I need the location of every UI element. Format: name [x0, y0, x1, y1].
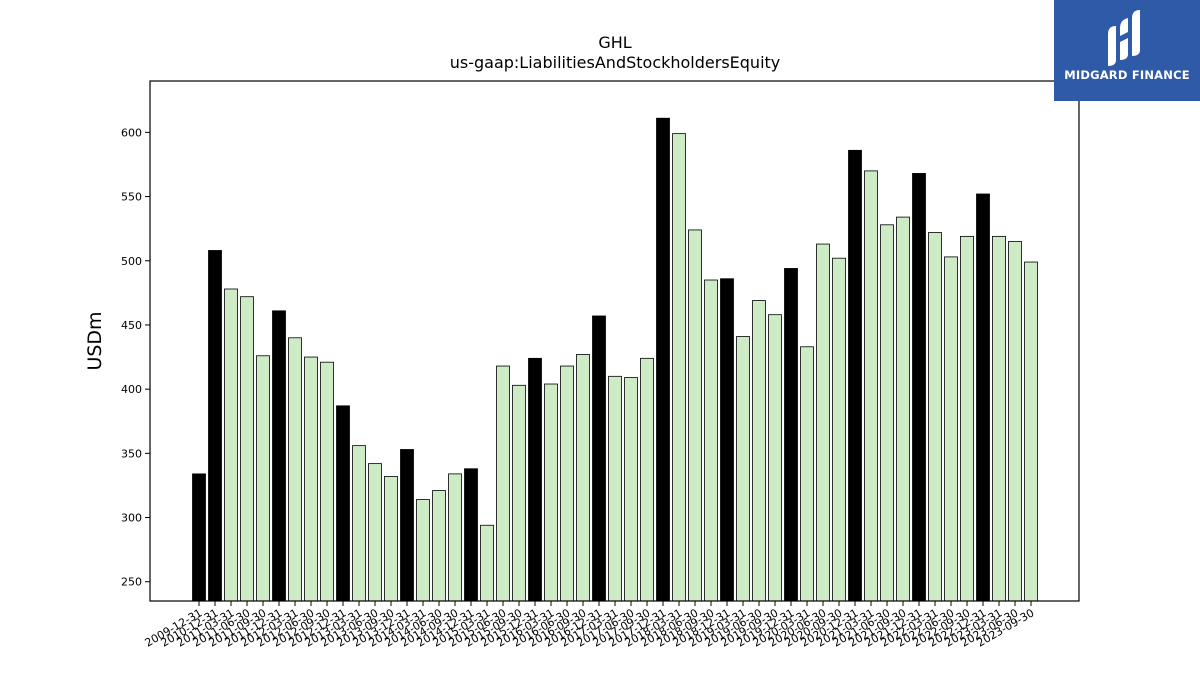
bar-2012-03-31 [288, 337, 302, 602]
logo-text: MIDGARD FINANCE [1064, 68, 1190, 82]
bar-2012-09-30 [320, 361, 334, 602]
bar-2019-03-31 [736, 336, 750, 602]
bars-group [192, 117, 1038, 602]
bar-2022-06-30 [944, 256, 958, 602]
bar-2020-06-30 [816, 243, 830, 602]
bar-2017-03-31 [608, 375, 622, 602]
bar-2022-09-30 [960, 235, 974, 602]
bar-2011-06-30 [240, 296, 254, 602]
y-tick-label: 250 [121, 576, 142, 589]
bar-2022-03-31 [928, 232, 942, 602]
bar-2022-12-31 [976, 193, 990, 602]
x-axis: 2009-12-312010-12-312011-03-312011-06-30… [143, 601, 1037, 650]
bar-2017-12-31 [656, 117, 670, 602]
bar-2016-06-30 [560, 365, 574, 602]
y-tick-label: 400 [121, 383, 142, 396]
bar-2019-09-30 [768, 314, 782, 602]
bar-2016-09-30 [576, 354, 590, 602]
plot-frame [149, 80, 1080, 602]
chart-title: GHL [598, 33, 631, 52]
y-tick-label: 550 [121, 191, 142, 204]
bar-2011-03-31 [224, 288, 238, 602]
bar-2013-09-30 [384, 476, 398, 602]
bar-2012-06-30 [304, 356, 318, 602]
bar-2014-09-30 [448, 473, 462, 602]
y-tick-label: 300 [121, 512, 142, 525]
bar-2014-03-31 [416, 499, 430, 602]
bar-2013-12-31 [400, 449, 414, 602]
bar-2011-12-31 [272, 310, 286, 602]
bar-2016-03-31 [544, 383, 558, 602]
bar-2020-12-31 [848, 149, 862, 602]
bar-2014-12-31 [464, 468, 478, 602]
bar-2021-12-31 [912, 173, 926, 602]
bar-2013-03-31 [352, 445, 366, 602]
bar-2014-06-30 [432, 490, 446, 602]
bar-2015-12-31 [528, 357, 542, 602]
bar-2018-06-30 [688, 229, 702, 602]
bar-2009-12-31 [192, 473, 206, 602]
bar-2017-09-30 [640, 357, 654, 602]
bar-2017-06-30 [624, 377, 638, 602]
y-tick-label: 600 [121, 126, 142, 139]
bar-2018-12-31 [720, 278, 734, 602]
bar-2023-03-31 [992, 235, 1006, 602]
y-axis: 250 300 350 400 450 500 550 600 [121, 126, 150, 589]
bar-2016-12-31 [592, 315, 606, 602]
bar-2019-12-31 [784, 268, 798, 602]
bar-2019-06-30 [752, 300, 766, 602]
bar-2015-09-30 [512, 384, 526, 602]
bar-2018-03-31 [672, 133, 686, 602]
midgard-m-logo-icon [1108, 10, 1140, 66]
chart-subtitle: us-gaap:LiabilitiesAndStockholdersEquity [450, 53, 781, 72]
bar-2021-03-31 [864, 170, 878, 602]
bar-2021-09-30 [896, 216, 910, 602]
bar-2010-12-31 [208, 250, 222, 602]
bar-2021-06-30 [880, 224, 894, 602]
bar-2020-03-31 [800, 346, 814, 602]
y-tick-label: 450 [121, 319, 142, 332]
bar-2011-09-30 [256, 355, 270, 602]
bar-2015-06-30 [496, 365, 510, 602]
bar-2012-12-31 [336, 405, 350, 602]
midgard-finance-logo: MIDGARD FINANCE [1054, 0, 1200, 101]
y-tick-label: 350 [121, 447, 142, 460]
bar-2023-06-30 [1008, 241, 1022, 602]
bar-2023-09-30 [1024, 261, 1038, 602]
y-axis-label: USDm [84, 311, 106, 370]
bar-2018-09-30 [704, 279, 718, 602]
bar-2020-09-30 [832, 257, 846, 602]
bar-2013-06-30 [368, 463, 382, 602]
bar-2015-03-31 [480, 524, 494, 602]
y-tick-label: 500 [121, 255, 142, 268]
